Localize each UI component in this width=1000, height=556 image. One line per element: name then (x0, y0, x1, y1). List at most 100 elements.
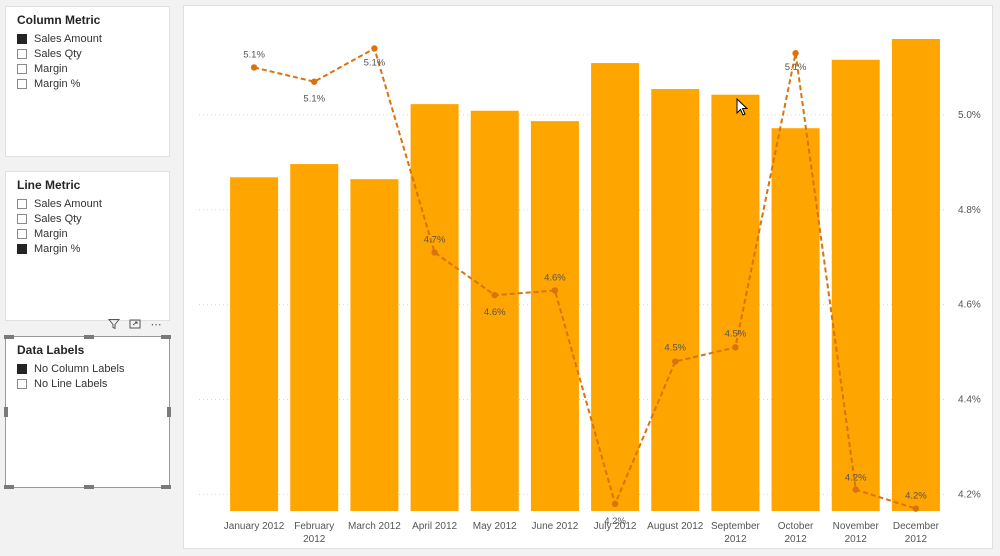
focus-mode-icon[interactable] (129, 318, 141, 330)
option-label: No Line Labels (34, 377, 108, 390)
resize-handle[interactable] (84, 485, 94, 489)
line-data-label: 4.2% (845, 473, 867, 484)
line-data-label: 5.1% (785, 62, 807, 73)
checkbox[interactable] (17, 33, 27, 44)
slicer-option[interactable]: Sales Qty (17, 46, 169, 61)
line-point (311, 78, 318, 85)
checkbox[interactable] (17, 243, 27, 254)
line-point (792, 50, 799, 57)
option-label: Sales Qty (34, 47, 82, 60)
line-point (852, 486, 859, 493)
y2-tick-label: 4.4% (958, 395, 981, 406)
resize-handle[interactable] (84, 335, 94, 339)
visual-header-toolbar: ⋯ (108, 318, 162, 331)
x-tick-label: 2012 (905, 534, 928, 545)
x-tick-label: December (893, 521, 940, 532)
checkbox[interactable] (17, 363, 27, 374)
y2-tick-label: 4.6% (958, 300, 981, 311)
resize-handle[interactable] (161, 335, 171, 339)
column-bar (410, 104, 459, 512)
x-tick-label: September (711, 521, 761, 532)
data-labels-slicer[interactable]: Data Labels No Column Labels No Line Lab… (4, 335, 171, 489)
x-tick-label: 2012 (845, 534, 868, 545)
column-bar (831, 59, 880, 511)
x-tick-label: October (778, 521, 814, 532)
line-data-label: 4.2% (905, 491, 927, 502)
slicer-option[interactable]: Margin % (17, 76, 169, 91)
checkbox[interactable] (17, 198, 27, 209)
line-point (551, 287, 559, 294)
column-bar (891, 39, 940, 511)
line-data-label: 4.5% (725, 328, 747, 339)
line-point (431, 249, 438, 256)
column-bar (591, 63, 640, 512)
slicer-option[interactable]: Sales Qty (17, 211, 169, 226)
more-options-icon[interactable]: ⋯ (150, 318, 162, 331)
column-bar (470, 110, 519, 511)
line-series (253, 47, 917, 510)
slicer-title: Line Metric (17, 178, 81, 192)
resize-handle[interactable] (161, 485, 171, 489)
slicer-option[interactable]: No Column Labels (17, 361, 169, 376)
mouse-cursor-icon (736, 98, 748, 116)
chart-canvas: 5.0% 4.8% 4.6% 4.4% 4.2% January 2012 February… (199, 39, 981, 545)
checkbox[interactable] (17, 63, 27, 74)
resize-handle[interactable] (4, 485, 14, 489)
line-data-label: 4.7% (424, 234, 446, 245)
column-bar (290, 164, 339, 511)
slicer-option[interactable]: Margin % (17, 241, 169, 256)
slicer-option[interactable]: No Line Labels (17, 376, 169, 391)
column-bar (651, 89, 700, 512)
column-bar (711, 94, 760, 512)
option-label: Margin % (34, 77, 81, 90)
resize-handle[interactable] (4, 407, 8, 417)
column-bar (530, 121, 579, 512)
line-point (250, 64, 258, 71)
y2-tick-label: 4.8% (958, 205, 981, 216)
column-bar (350, 179, 399, 511)
slicer-title: Data Labels (17, 343, 85, 357)
checkbox[interactable] (17, 378, 27, 389)
combo-chart-visual[interactable]: 5.0% 4.8% 4.6% 4.4% 4.2% January 2012 February… (183, 5, 993, 549)
resize-handle[interactable] (167, 407, 171, 417)
line-data-label: 5.1% (303, 94, 325, 105)
x-tick-label: August 2012 (647, 521, 704, 532)
option-label: Margin (34, 227, 68, 240)
column-bar (771, 128, 820, 511)
column-metric-slicer: Column Metric Sales Amount Sales Qty Mar… (5, 6, 170, 157)
x-tick-label: 2012 (303, 534, 326, 545)
checkbox[interactable] (17, 48, 27, 59)
option-label: Sales Amount (34, 197, 102, 210)
slicer-option[interactable]: Sales Amount (17, 196, 169, 211)
x-tick-label: April 2012 (412, 521, 457, 532)
x-tick-label: July 2012 (594, 521, 637, 532)
x-tick-label: 2012 (724, 534, 747, 545)
y2-tick-label: 5.0% (958, 110, 981, 121)
slicer-title: Column Metric (17, 13, 101, 27)
line-data-label: 4.2% (604, 516, 626, 527)
line-point (912, 505, 920, 512)
resize-handle[interactable] (4, 335, 14, 339)
filter-icon[interactable] (108, 318, 120, 330)
checkbox[interactable] (17, 228, 27, 239)
slicer-option[interactable]: Sales Amount (17, 31, 169, 46)
line-point (672, 358, 679, 365)
x-tick-label: January 2012 (224, 521, 285, 532)
slicer-option[interactable]: Margin (17, 61, 169, 76)
option-label: Margin (34, 62, 68, 75)
slicer-option[interactable]: Margin (17, 226, 169, 241)
option-label: Margin % (34, 242, 81, 255)
line-point (732, 344, 739, 351)
x-tick-label: June 2012 (532, 521, 579, 532)
checkbox[interactable] (17, 78, 27, 89)
x-tick-label: May 2012 (473, 521, 517, 532)
y2-tick-label: 4.2% (958, 489, 981, 500)
line-data-label: 5.1% (364, 57, 386, 68)
x-tick-label: March 2012 (348, 521, 401, 532)
column-bar (230, 177, 279, 511)
line-point (611, 500, 619, 508)
checkbox[interactable] (17, 213, 27, 224)
line-data-label: 4.6% (484, 307, 506, 318)
option-label: Sales Amount (34, 32, 102, 45)
option-label: Sales Qty (34, 212, 82, 225)
